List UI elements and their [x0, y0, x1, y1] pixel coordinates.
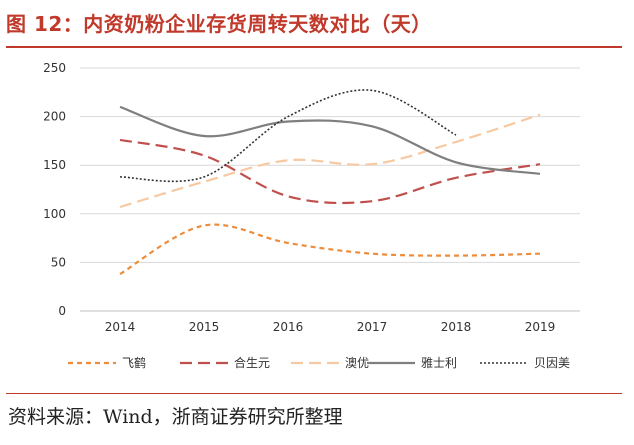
series-line-2	[119, 138, 541, 205]
y-tick-label: 200	[43, 110, 66, 124]
title-rule	[6, 46, 622, 48]
legend: 飞鹤 合生元 澳优 雅士利 贝因美	[68, 355, 570, 370]
x-tick-label: 2015	[189, 320, 220, 334]
x-tick-label: 2019	[525, 320, 556, 334]
series-line-5	[119, 89, 457, 183]
x-axis-ticks: 2014 2015 2016 2017 2018 2019	[105, 320, 556, 334]
legend-label: 贝因美	[534, 356, 570, 370]
x-tick-label: 2016	[273, 320, 304, 334]
x-tick-label: 2018	[441, 320, 472, 334]
y-tick-label: 100	[43, 207, 66, 221]
grid-lines	[80, 67, 580, 263]
source-note: 资料来源：Wind，浙商证券研究所整理	[8, 406, 343, 428]
series-line-1	[119, 223, 541, 276]
source-rule	[6, 393, 622, 394]
y-tick-label: 150	[43, 158, 66, 172]
y-tick-label: 0	[58, 304, 66, 318]
series-line-3	[119, 113, 541, 209]
y-tick-label: 50	[51, 255, 66, 269]
legend-label: 雅士利	[421, 355, 457, 370]
figure-title: 图 12：内资奶粉企业存货周转天数对比（天）	[6, 12, 432, 36]
x-tick-label: 2017	[357, 320, 388, 334]
legend-label: 澳优	[345, 356, 369, 370]
x-tick-label: 2014	[105, 320, 136, 334]
legend-label: 飞鹤	[122, 355, 146, 370]
series-line-4	[119, 105, 541, 175]
y-axis-ticks: 0 50 100 150 200 250	[43, 61, 66, 318]
legend-label: 合生元	[234, 355, 270, 370]
y-tick-label: 250	[43, 61, 66, 75]
line-chart: 0 50 100 150 200 250 2014 2015 2016 2017 2018 2019…	[43, 61, 580, 370]
series-lines	[119, 89, 541, 276]
